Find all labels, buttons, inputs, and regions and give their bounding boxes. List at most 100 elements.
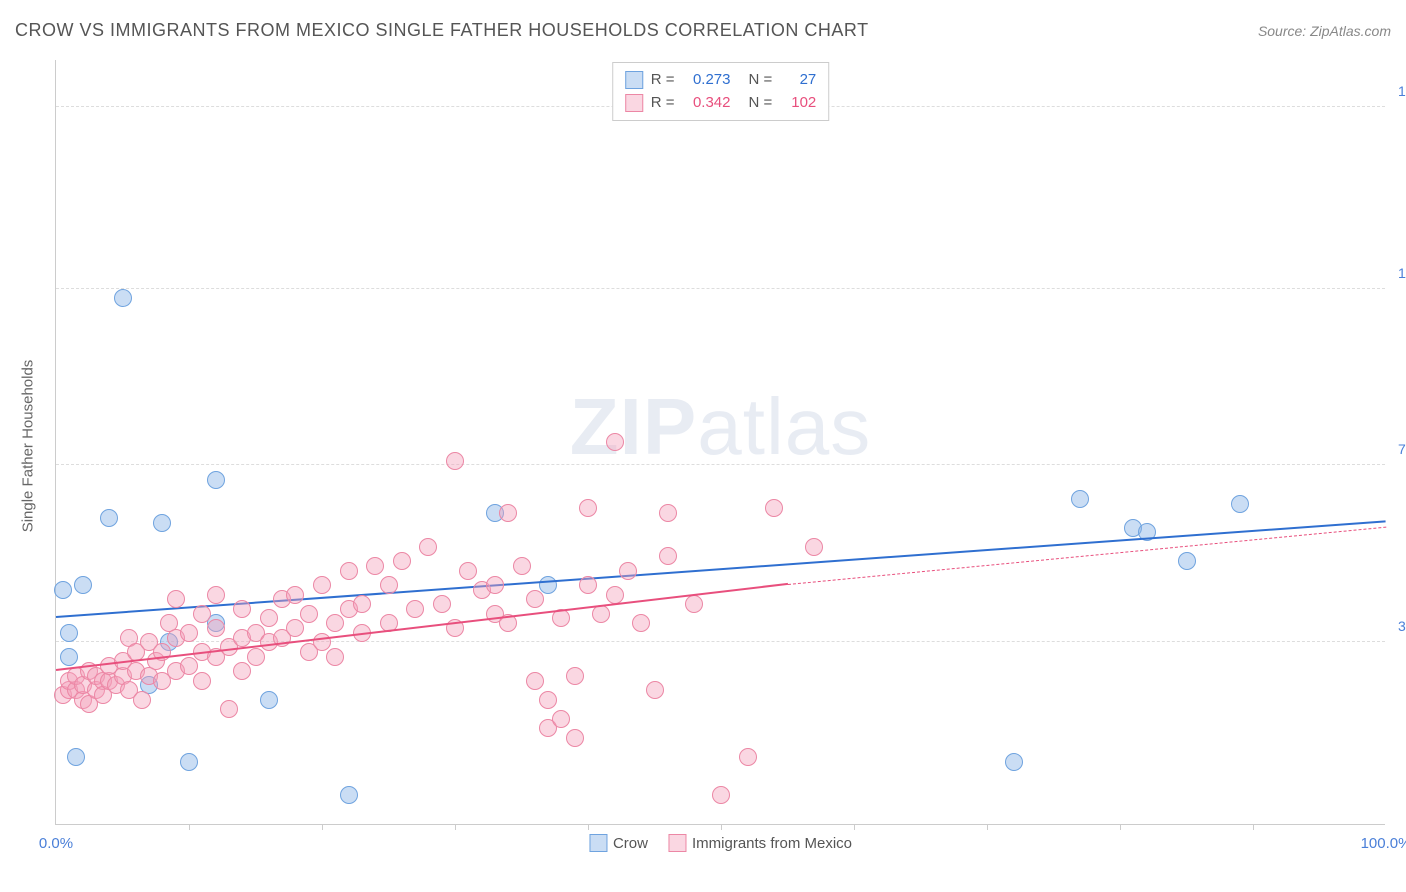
legend-row-crow: R =0.273N =27: [625, 69, 817, 92]
y-tick-label: 11.2%: [1390, 265, 1406, 281]
mexico-point: [606, 433, 624, 451]
scatter-chart: ZIPatlas R =0.273N =27R =0.342N =102 Cro…: [55, 60, 1385, 825]
mexico-point: [606, 586, 624, 604]
x-tick: [987, 824, 988, 830]
x-tick: [854, 824, 855, 830]
crow-point: [207, 471, 225, 489]
mexico-point: [207, 619, 225, 637]
mexico-point: [632, 614, 650, 632]
x-tick: [1253, 824, 1254, 830]
mexico-point: [712, 786, 730, 804]
mexico-point: [260, 609, 278, 627]
x-tick: [189, 824, 190, 830]
mexico-trendline: [787, 527, 1386, 585]
mexico-point: [619, 562, 637, 580]
mexico-point: [380, 576, 398, 594]
mexico-point: [805, 538, 823, 556]
mexico-point: [207, 586, 225, 604]
correlation-legend: R =0.273N =27R =0.342N =102: [612, 62, 830, 121]
mexico-point: [326, 648, 344, 666]
crow-point: [100, 509, 118, 527]
mexico-point: [233, 600, 251, 618]
mexico-point: [133, 691, 151, 709]
mexico-point: [167, 590, 185, 608]
mexico-point: [180, 657, 198, 675]
mexico-point: [220, 700, 238, 718]
x-tick: [322, 824, 323, 830]
mexico-point: [526, 672, 544, 690]
mexico-point: [340, 562, 358, 580]
mexico-point: [419, 538, 437, 556]
mexico-point: [659, 504, 677, 522]
mexico-point: [513, 557, 531, 575]
legend-item-mexico: Immigrants from Mexico: [668, 834, 852, 852]
y-tick-label: 3.8%: [1390, 618, 1406, 634]
mexico-point: [486, 576, 504, 594]
mexico-point: [286, 586, 304, 604]
mexico-point: [765, 499, 783, 517]
mexico-point: [579, 576, 597, 594]
mexico-point: [552, 710, 570, 728]
legend-swatch: [589, 834, 607, 852]
crow-point: [1005, 753, 1023, 771]
crow-point: [153, 514, 171, 532]
mexico-point: [659, 547, 677, 565]
chart-title: CROW VS IMMIGRANTS FROM MEXICO SINGLE FA…: [15, 20, 869, 41]
crow-point: [1071, 490, 1089, 508]
mexico-point: [446, 452, 464, 470]
x-axis-label: 100.0%: [1361, 835, 1406, 852]
crow-point: [54, 581, 72, 599]
crow-point: [260, 691, 278, 709]
mexico-point: [193, 672, 211, 690]
legend-item-crow: Crow: [589, 834, 648, 852]
mexico-point: [526, 590, 544, 608]
legend-row-mexico: R =0.342N =102: [625, 92, 817, 115]
mexico-point: [193, 605, 211, 623]
legend-swatch: [668, 834, 686, 852]
mexico-point: [646, 681, 664, 699]
mexico-point: [326, 614, 344, 632]
mexico-point: [180, 624, 198, 642]
x-axis-label: 0.0%: [39, 835, 73, 852]
mexico-point: [433, 595, 451, 613]
source-attribution: Source: ZipAtlas.com: [1258, 23, 1391, 39]
mexico-point: [685, 595, 703, 613]
crow-point: [114, 289, 132, 307]
x-tick: [721, 824, 722, 830]
x-tick: [588, 824, 589, 830]
gridline: [56, 288, 1385, 289]
mexico-point: [247, 648, 265, 666]
mexico-point: [579, 499, 597, 517]
crow-point: [340, 786, 358, 804]
legend-swatch: [625, 94, 643, 112]
mexico-point: [459, 562, 477, 580]
crow-point: [1178, 552, 1196, 570]
legend-swatch: [625, 71, 643, 89]
mexico-point: [393, 552, 411, 570]
mexico-point: [300, 605, 318, 623]
mexico-point: [353, 595, 371, 613]
mexico-point: [406, 600, 424, 618]
crow-point: [67, 748, 85, 766]
mexico-point: [566, 667, 584, 685]
mexico-point: [739, 748, 757, 766]
mexico-point: [313, 576, 331, 594]
series-legend: Crow Immigrants from Mexico: [589, 834, 852, 852]
crow-point: [1231, 495, 1249, 513]
mexico-point: [499, 504, 517, 522]
y-tick-label: 15.0%: [1390, 83, 1406, 99]
mexico-point: [566, 729, 584, 747]
watermark: ZIPatlas: [570, 381, 871, 473]
y-axis-title: Single Father Households: [20, 360, 37, 533]
crow-point: [74, 576, 92, 594]
crow-point: [60, 648, 78, 666]
x-tick: [1120, 824, 1121, 830]
x-tick: [455, 824, 456, 830]
mexico-point: [366, 557, 384, 575]
mexico-point: [233, 662, 251, 680]
y-tick-label: 7.5%: [1390, 441, 1406, 457]
mexico-point: [539, 691, 557, 709]
crow-point: [180, 753, 198, 771]
mexico-point: [286, 619, 304, 637]
crow-point: [60, 624, 78, 642]
